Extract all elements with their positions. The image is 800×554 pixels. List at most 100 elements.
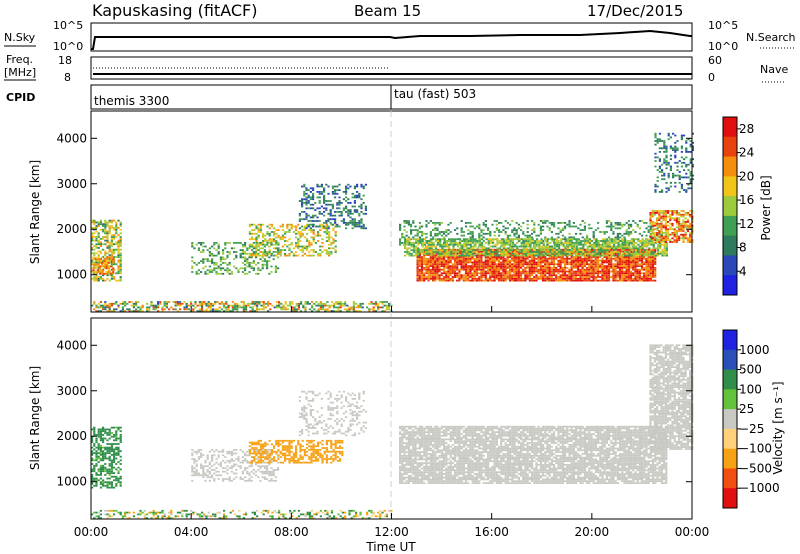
- power-cell: [206, 260, 209, 262]
- power-cell: [539, 272, 542, 275]
- power-cell: [99, 306, 102, 309]
- power-cell: [603, 252, 606, 255]
- power-cell: [603, 232, 606, 235]
- power-cell: [643, 267, 646, 269]
- power-cell: [553, 249, 556, 251]
- power-cell: [305, 227, 308, 230]
- power-cell: [312, 229, 315, 231]
- power-cell: [511, 247, 514, 250]
- power-cell: [557, 268, 560, 271]
- power-cell: [495, 259, 498, 262]
- power-cell: [257, 245, 260, 248]
- power-cell: [647, 270, 650, 273]
- power-cell: [651, 248, 655, 251]
- power-cell: [246, 260, 249, 262]
- power-cell: [625, 257, 628, 260]
- power-cell: [537, 256, 540, 258]
- power-cell: [654, 156, 657, 159]
- power-cell: [604, 240, 607, 242]
- power-cell: [664, 224, 667, 227]
- power-cell: [526, 236, 529, 239]
- power-cell: [331, 187, 334, 190]
- power-cell: [607, 268, 611, 271]
- power-cell: [191, 245, 194, 248]
- power-cell: [664, 212, 667, 214]
- power-cell: [250, 265, 253, 268]
- power-cell: [544, 268, 547, 271]
- power-cell: [546, 250, 549, 253]
- power-cell: [570, 270, 573, 273]
- power-cell: [529, 243, 532, 246]
- nsearch-tick-bottom: 10^0: [708, 40, 738, 53]
- power-cell: [538, 254, 541, 257]
- power-cell: [658, 230, 661, 232]
- power-cell: [569, 240, 572, 242]
- power-cell: [470, 240, 473, 242]
- power-cell: [667, 138, 670, 141]
- power-cell: [307, 214, 310, 217]
- power-cell: [529, 242, 532, 244]
- power-cell: [508, 270, 512, 273]
- power-cell: [507, 251, 510, 253]
- power-cell: [456, 243, 459, 246]
- power-cell: [448, 243, 451, 246]
- power-cell: [438, 265, 441, 267]
- power-cell: [104, 221, 107, 224]
- power-cell: [680, 147, 683, 150]
- power-cell: [634, 277, 637, 280]
- power-cell: [586, 249, 589, 251]
- power-cell: [566, 279, 569, 282]
- power-cell: [496, 242, 499, 244]
- power-cell: [518, 251, 521, 253]
- power-cell: [471, 256, 474, 258]
- power-cell: [530, 261, 534, 264]
- power-cell: [124, 310, 127, 312]
- power-cell: [588, 259, 591, 262]
- power-cell: [619, 240, 622, 242]
- power-cell: [426, 249, 429, 251]
- power-cell: [257, 223, 260, 226]
- power-cell: [624, 251, 627, 253]
- power-cell: [614, 256, 617, 258]
- power-cell: [404, 247, 407, 250]
- power-cell: [262, 242, 265, 244]
- power-cell: [507, 254, 510, 257]
- power-cell: [98, 269, 102, 272]
- power-cell: [115, 272, 118, 275]
- power-cell: [522, 265, 525, 267]
- power-cell: [281, 234, 284, 237]
- power-cell: [682, 215, 685, 218]
- power-cell: [98, 265, 102, 268]
- power-cell: [191, 243, 194, 246]
- power-cell: [535, 276, 538, 278]
- power-cell: [651, 261, 655, 264]
- power-cell: [656, 185, 659, 188]
- power-cell: [664, 237, 667, 240]
- power-cell: [257, 231, 260, 233]
- power-cell: [428, 252, 431, 255]
- power-cell: [617, 254, 620, 257]
- power-cell: [438, 274, 441, 277]
- power-cell: [546, 257, 549, 260]
- power-cell: [538, 245, 541, 248]
- power-cell: [612, 232, 615, 235]
- power-cell: [625, 256, 628, 258]
- power-cell: [500, 277, 503, 280]
- power-cell: [506, 265, 509, 267]
- power-cell: [577, 279, 580, 282]
- power-cell: [671, 237, 674, 240]
- power-cell: [500, 238, 503, 241]
- power-cell: [522, 251, 525, 253]
- power-cell: [570, 272, 573, 275]
- power-cell: [434, 252, 437, 255]
- power-cell: [610, 251, 613, 253]
- power-cell: [591, 240, 594, 242]
- power-cell: [590, 265, 593, 267]
- power-cell: [279, 252, 282, 255]
- power-cell: [458, 248, 461, 251]
- power-cell: [636, 259, 639, 262]
- power-cell: [306, 245, 309, 248]
- power-cell: [244, 263, 247, 266]
- power-cell: [97, 261, 100, 264]
- power-cell: [542, 242, 545, 244]
